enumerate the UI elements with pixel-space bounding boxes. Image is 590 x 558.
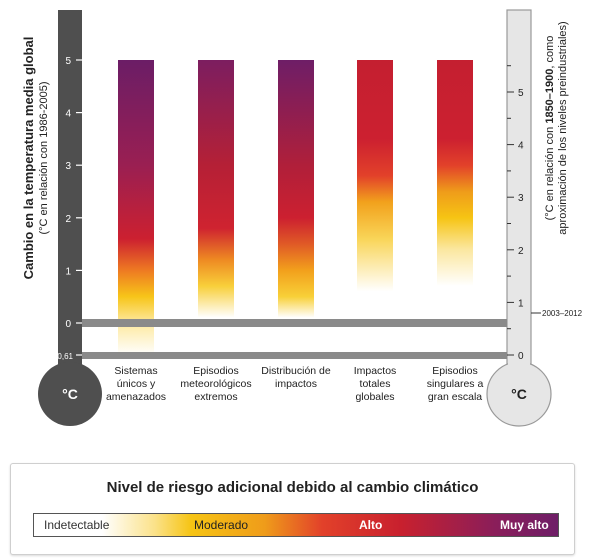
left-thermometer-bulb — [38, 362, 102, 426]
right-axis-ticks: 5 4 3 2 1 0 — [507, 65, 524, 362]
left-unit-label: °C — [62, 386, 78, 402]
risk-chart-svg: °C 5 4 3 2 1 0 -0,61 °C 5 4 3 2 1 0 Sistemasúnicos … — [21, 9, 583, 427]
left-tick-label: 4 — [65, 109, 71, 120]
right-axis-title-line1: (°C en relación con 1850–1900, como — [544, 36, 556, 221]
left-tick-label: 1 — [65, 266, 71, 277]
bars-group — [118, 60, 473, 356]
right-tick-label: 2 — [518, 246, 524, 257]
category-label-line: gran escala — [428, 391, 482, 403]
zero-reference-band — [82, 319, 507, 327]
legend-label-muy-alto: Muy alto — [500, 518, 549, 532]
left-tick-label: 3 — [65, 161, 71, 172]
right-tick-label: 4 — [518, 141, 524, 152]
left-tick-label: 0 — [65, 319, 71, 330]
category-label-line: meteorológicos — [180, 378, 251, 390]
right-tick-label: 3 — [518, 193, 524, 204]
category-label-line: singulares a — [427, 378, 484, 390]
left-tick-label: -0,61 — [55, 352, 74, 361]
risk-bar-5 — [437, 60, 473, 356]
right-thermometer-joint — [508, 360, 530, 372]
legend-label-alto: Alto — [359, 518, 383, 532]
risk-bar-3 — [278, 60, 314, 356]
left-axis-subtitle: (°C en relación con 1986-2005) — [38, 82, 50, 235]
category-label-line: Episodios — [193, 365, 239, 377]
category-label-line: Episodios — [432, 365, 478, 377]
risk-bar-4 — [357, 60, 393, 356]
risk-bar-2 — [198, 60, 234, 356]
baseline-reference-band — [82, 352, 507, 359]
category-label-line: Impactos — [354, 365, 397, 377]
legend-gradient-bar: Indetectable Moderado Alto Muy alto — [33, 513, 559, 537]
right-axis-title-line2: aproximación de los niveles preindustria… — [557, 21, 569, 234]
legend-label-indetectable: Indetectable — [44, 518, 110, 532]
category-label-line: amenazados — [106, 391, 166, 403]
right-tick-label: 0 — [518, 351, 524, 362]
right-tick-label: 5 — [518, 88, 524, 99]
legend-label-moderado: Moderado — [194, 518, 249, 532]
risk-bar-1 — [118, 60, 154, 356]
legend-title: Nivel de riesgo adicional debido al camb… — [106, 479, 479, 496]
left-thermometer-tube — [58, 10, 82, 372]
right-tick-label: 1 — [518, 298, 524, 309]
left-axis-ticks: 5 4 3 2 1 0 -0,61 — [55, 56, 82, 361]
left-tick-label: 5 — [65, 56, 71, 67]
period-marker-label: 2003–2012 — [542, 309, 583, 318]
category-label-line: globales — [355, 391, 394, 403]
category-label-line: Distribución de — [261, 365, 331, 377]
category-label-line: únicos y — [117, 378, 156, 390]
category-label-line: totales — [360, 378, 391, 390]
right-unit-label: °C — [511, 386, 527, 402]
category-label-line: extremos — [194, 391, 237, 403]
left-axis-title: Cambio en la temperatura media global — [21, 37, 36, 280]
right-thermometer-tube — [506, 9, 532, 373]
legend-box: Nivel de riesgo adicional debido al camb… — [10, 463, 575, 555]
category-label-line: Sistemas — [114, 365, 157, 377]
left-tick-label: 2 — [65, 214, 71, 225]
category-label-line: impactos — [275, 378, 317, 390]
